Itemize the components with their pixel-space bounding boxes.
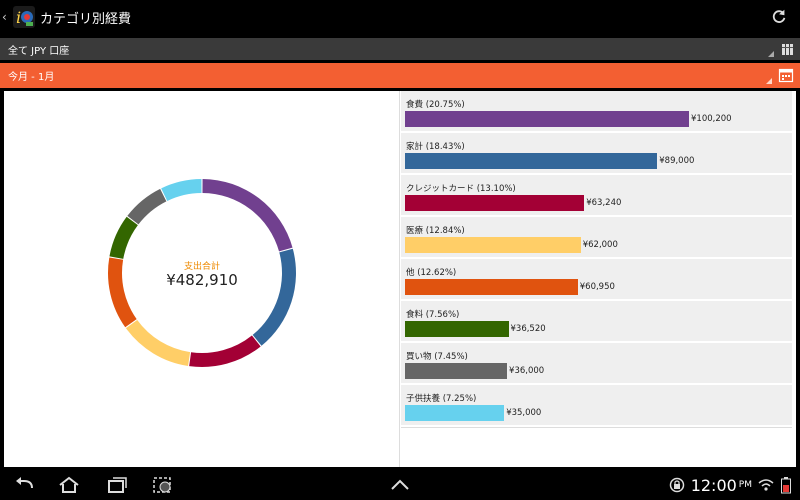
action-bar: ‹ i カテゴリ別経費 — [0, 0, 800, 34]
donut-chart — [107, 179, 296, 367]
category-amount: ¥35,000 — [506, 408, 542, 418]
period-selector[interactable]: 今月 - 1月 — [0, 63, 800, 88]
category-list: 食費 (20.75%) ¥100,200 家計 (18.43%) ¥89,000… — [401, 91, 796, 467]
donut-slice-0 — [202, 179, 293, 252]
donut-slice-2 — [189, 335, 261, 367]
donut-slice-5 — [109, 216, 138, 259]
category-bar — [405, 153, 658, 169]
category-amount: ¥36,520 — [510, 324, 546, 334]
clock-ampm: PM — [738, 480, 752, 490]
category-row-child-support[interactable]: 子供扶養 (7.25%) ¥35,000 — [401, 385, 792, 425]
category-label: 買い物 (7.45%) — [406, 352, 468, 362]
category-row-shopping[interactable]: 買い物 (7.45%) ¥36,000 — [401, 343, 792, 383]
list-divider — [401, 427, 792, 428]
account-selector[interactable]: 全て JPY 口座 — [0, 38, 800, 60]
category-row-groceries[interactable]: 食料 (7.56%) ¥36,520 — [401, 301, 792, 341]
period-label: 今月 - 1月 — [8, 72, 55, 83]
books-icon[interactable] — [781, 42, 795, 56]
content-area: 支出合計 ¥482,910 食費 (20.75%) ¥100,200 家計 (1… — [4, 91, 796, 467]
category-row-food[interactable]: 食費 (20.75%) ¥100,200 — [401, 91, 792, 131]
back-arrow-icon[interactable]: ‹ — [2, 10, 7, 24]
category-label: 子供扶養 (7.25%) — [406, 394, 477, 404]
donut-slice-6 — [127, 188, 167, 225]
category-label: 医療 (12.84%) — [406, 226, 465, 236]
spinner-arrow-icon — [768, 51, 774, 57]
category-amount: ¥100,200 — [691, 114, 732, 124]
category-amount: ¥36,000 — [509, 366, 545, 376]
clock-time: 12:00 — [690, 475, 737, 495]
category-bar — [405, 237, 581, 253]
category-label: クレジットカード (13.10%) — [406, 184, 516, 194]
total-value: ¥482,910 — [166, 271, 238, 289]
donut-slice-1 — [252, 248, 296, 346]
refresh-icon[interactable] — [770, 8, 788, 26]
category-label: 食料 (7.56%) — [406, 310, 460, 320]
account-label: 全て JPY 口座 — [8, 45, 70, 57]
category-bar — [405, 363, 508, 379]
home-icon[interactable] — [58, 476, 80, 494]
category-amount: ¥60,950 — [579, 282, 615, 292]
category-row-credit-card[interactable]: クレジットカード (13.10%) ¥63,240 — [401, 175, 792, 215]
category-bar — [405, 321, 509, 337]
battery-icon — [781, 477, 791, 494]
system-nav-bar — [0, 470, 800, 500]
category-row-household[interactable]: 家計 (18.43%) ¥89,000 — [401, 133, 792, 173]
total-label: 支出合計 — [183, 262, 220, 272]
up-chevron-icon[interactable] — [389, 476, 411, 494]
category-label: 他 (12.62%) — [406, 268, 457, 278]
category-row-medical[interactable]: 医療 (12.84%) ¥62,000 — [401, 217, 792, 257]
svg-text:i: i — [16, 8, 21, 27]
category-bar — [405, 405, 505, 421]
wifi-icon — [758, 479, 774, 491]
category-bar — [405, 111, 689, 127]
rotation-lock-icon — [669, 477, 684, 493]
donut-chart-panel: 支出合計 ¥482,910 — [4, 91, 400, 467]
spinner-arrow-icon — [766, 78, 772, 84]
category-bar — [405, 195, 585, 211]
category-row-other[interactable]: 他 (12.62%) ¥60,950 — [401, 259, 792, 299]
calendar-icon[interactable] — [778, 67, 794, 83]
back-icon[interactable] — [14, 476, 36, 494]
donut-slice-7 — [161, 179, 202, 201]
category-label: 食費 (20.75%) — [406, 100, 465, 110]
screenshot-icon[interactable] — [152, 476, 174, 494]
category-amount: ¥62,000 — [582, 240, 618, 250]
category-label: 家計 (18.43%) — [406, 142, 465, 152]
donut-slice-4 — [107, 257, 137, 328]
category-amount: ¥63,240 — [586, 198, 622, 208]
category-bar — [405, 279, 578, 295]
category-amount: ¥89,000 — [659, 156, 695, 166]
app-title: カテゴリ別経費 — [40, 11, 132, 27]
donut-slice-3 — [125, 319, 191, 366]
recent-apps-icon[interactable] — [106, 476, 128, 494]
app-logo-icon[interactable]: i — [12, 5, 36, 29]
status-area: 12:00 PM — [669, 474, 792, 496]
